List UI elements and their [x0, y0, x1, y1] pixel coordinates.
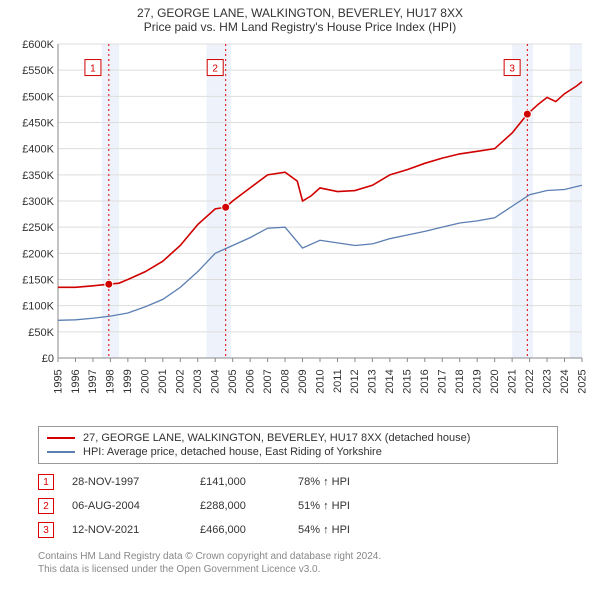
transaction-badge: 3 [38, 522, 54, 538]
legend-label: HPI: Average price, detached house, East… [83, 446, 382, 458]
svg-text:2022: 2022 [524, 369, 536, 393]
svg-text:2002: 2002 [175, 369, 187, 393]
svg-text:2000: 2000 [140, 369, 152, 393]
chart-plot: £0 £50K £100K £150K £200K £250K £300K £350K £400… [10, 38, 590, 418]
svg-text:2011: 2011 [332, 369, 344, 393]
svg-text:2010: 2010 [314, 369, 326, 393]
transaction-badge: 1 [38, 474, 54, 490]
transaction-pct: 51% ↑ HPI [298, 500, 388, 512]
transaction-pct: 54% ↑ HPI [298, 524, 388, 536]
attribution: Contains HM Land Registry data © Crown c… [38, 550, 590, 576]
svg-text:2006: 2006 [244, 369, 256, 393]
svg-text:1999: 1999 [122, 369, 134, 393]
svg-text:2014: 2014 [384, 369, 396, 393]
svg-text:2007: 2007 [262, 369, 274, 393]
transaction-date: 28-NOV-1997 [72, 476, 182, 488]
legend-swatch [47, 451, 75, 453]
attribution-line: This data is licensed under the Open Gov… [38, 563, 590, 576]
svg-text:£200K: £200K [22, 248, 54, 260]
svg-text:2015: 2015 [402, 369, 414, 393]
legend-box: 27, GEORGE LANE, WALKINGTON, BEVERLEY, H… [38, 426, 558, 464]
svg-text:2004: 2004 [209, 369, 221, 393]
svg-text:2016: 2016 [419, 369, 431, 393]
attribution-line: Contains HM Land Registry data © Crown c… [38, 550, 590, 563]
svg-text:£100K: £100K [22, 301, 54, 313]
titles: 27, GEORGE LANE, WALKINGTON, BEVERLEY, H… [10, 6, 590, 34]
transaction-badge: 2 [38, 498, 54, 514]
svg-text:2009: 2009 [297, 369, 309, 393]
chart-subtitle: Price paid vs. HM Land Registry's House … [10, 20, 590, 34]
svg-text:£550K: £550K [22, 65, 54, 77]
svg-text:1997: 1997 [87, 369, 99, 393]
svg-text:£300K: £300K [22, 196, 54, 208]
svg-text:£150K: £150K [22, 275, 54, 287]
legend-item: 27, GEORGE LANE, WALKINGTON, BEVERLEY, H… [47, 431, 549, 445]
svg-text:2019: 2019 [472, 369, 484, 393]
legend-item: HPI: Average price, detached house, East… [47, 445, 549, 459]
transaction-price: £466,000 [200, 524, 280, 536]
svg-text:2005: 2005 [227, 369, 239, 393]
legend-label: 27, GEORGE LANE, WALKINGTON, BEVERLEY, H… [83, 432, 470, 444]
legend-swatch [47, 437, 75, 439]
svg-text:£50K: £50K [28, 327, 54, 339]
svg-text:£500K: £500K [22, 91, 54, 103]
transaction-price: £288,000 [200, 500, 280, 512]
transaction-row: 3 12-NOV-2021 £466,000 54% ↑ HPI [38, 518, 590, 542]
svg-text:2025: 2025 [576, 369, 588, 393]
svg-text:£450K: £450K [22, 118, 54, 130]
svg-text:£250K: £250K [22, 222, 54, 234]
transaction-pct: 78% ↑ HPI [298, 476, 388, 488]
chart-container: 27, GEORGE LANE, WALKINGTON, BEVERLEY, H… [0, 0, 600, 586]
svg-text:1996: 1996 [70, 369, 82, 393]
chart-svg: £0 £50K £100K £150K £200K £250K £300K £350K £400… [10, 38, 590, 418]
transaction-row: 2 06-AUG-2004 £288,000 51% ↑ HPI [38, 494, 590, 518]
svg-text:2: 2 [212, 64, 218, 75]
transaction-date: 06-AUG-2004 [72, 500, 182, 512]
svg-text:1995: 1995 [52, 369, 64, 393]
svg-text:£350K: £350K [22, 170, 54, 182]
transactions-table: 1 28-NOV-1997 £141,000 78% ↑ HPI 2 06-AUG-200… [38, 470, 590, 542]
svg-text:2008: 2008 [279, 369, 291, 393]
svg-text:2023: 2023 [541, 369, 553, 393]
transaction-price: £141,000 [200, 476, 280, 488]
svg-text:2020: 2020 [489, 369, 501, 393]
svg-text:£0: £0 [42, 353, 54, 365]
transaction-date: 12-NOV-2021 [72, 524, 182, 536]
svg-text:2018: 2018 [454, 369, 466, 393]
svg-text:£600K: £600K [22, 39, 54, 51]
svg-text:2001: 2001 [157, 369, 169, 393]
transaction-row: 1 28-NOV-1997 £141,000 78% ↑ HPI [38, 470, 590, 494]
svg-text:1: 1 [90, 64, 96, 75]
svg-text:2024: 2024 [559, 369, 571, 393]
svg-text:3: 3 [509, 64, 515, 75]
svg-text:2013: 2013 [367, 369, 379, 393]
svg-text:2012: 2012 [349, 369, 361, 393]
svg-text:2017: 2017 [437, 369, 449, 393]
svg-text:2021: 2021 [506, 369, 518, 393]
svg-text:£400K: £400K [22, 144, 54, 156]
svg-text:2003: 2003 [192, 369, 204, 393]
chart-title: 27, GEORGE LANE, WALKINGTON, BEVERLEY, H… [10, 6, 590, 20]
svg-text:1998: 1998 [105, 369, 117, 393]
